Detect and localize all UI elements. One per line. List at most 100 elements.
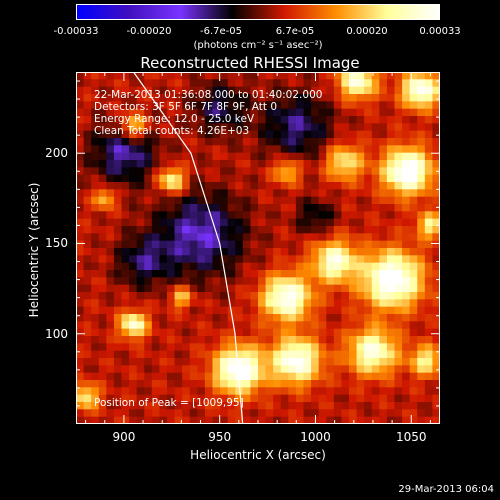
heatmap-cell [394,409,403,418]
heatmap-cell [235,226,244,234]
heatmap-cell [144,160,153,168]
heatmap-cell [98,145,107,154]
heatmap-cell [151,416,161,424]
heatmap-cell [121,79,130,88]
heatmap-cell [280,86,289,95]
heatmap-cell [402,101,411,110]
heatmap-cell [113,394,123,403]
heatmap-cell [98,365,107,374]
heatmap-cell [235,86,244,95]
heatmap-cell [136,196,145,205]
heatmap-cell [409,321,418,330]
heatmap-cell [341,328,350,337]
heatmap-cell [182,72,191,80]
heatmap-cell [129,152,138,161]
heatmap-cell [151,336,161,344]
heatmap-cell [136,226,145,234]
heatmap-cell [349,409,358,418]
heatmap-cell [326,233,335,242]
heatmap-cell [189,255,198,264]
heatmap-cell [417,79,426,88]
heatmap-cell [311,174,320,183]
heatmap-cell [167,79,176,88]
heatmap-cell [212,314,221,322]
heatmap-cell [371,277,380,286]
heatmap-cell [432,350,440,359]
heatmap-cell [364,240,373,249]
heatmap-cell [129,358,138,366]
heatmap-cell [318,402,327,410]
heatmap-cell [364,365,373,374]
heatmap-cell [220,365,229,374]
heatmap-cell [235,79,244,88]
heatmap-cell [121,372,130,381]
heatmap-cell [265,211,274,220]
heatmap-cell [151,248,161,256]
heatmap-cell [121,358,130,366]
heatmap-cell [409,94,418,102]
heatmap-cell [341,394,350,403]
heatmap-cell [432,101,440,110]
heatmap-cell [98,394,107,403]
heatmap-cell [250,328,259,337]
heatmap-cell [113,277,123,286]
heatmap-cell [159,270,168,278]
heatmap-cell [182,108,191,117]
heatmap-cell [265,262,274,271]
heatmap-cell [204,387,214,396]
heatmap-cell [409,123,418,132]
heatmap-cell [349,365,358,374]
heatmap-cell [242,314,252,322]
heatmap-cell [174,306,183,315]
heatmap-cell [417,358,426,366]
heatmap-cell [288,321,297,330]
heatmap-cell [83,314,92,322]
heatmap-cell [295,123,305,132]
heatmap-cell [273,248,282,256]
heatmap-cell [136,270,145,278]
heatmap-cell [189,138,198,146]
heatmap-cell [227,321,236,330]
heatmap-cell [273,350,282,359]
heatmap-cell [341,409,350,418]
heatmap-cell [83,189,92,198]
heatmap-cell [333,211,343,220]
heatmap-cell [83,160,92,168]
heatmap-cell [220,255,229,264]
heatmap-cell [295,218,305,227]
colorbar-tick-label: -0.00020 [126,26,172,37]
heatmap-cell [227,262,236,271]
heatmap-cell [189,233,198,242]
heatmap-cell [295,145,305,154]
heatmap-cell [121,101,130,110]
heatmap-cell [311,130,320,139]
heatmap-cell [417,182,426,190]
heatmap-cell [311,314,320,322]
heatmap-cell [212,336,221,344]
heatmap-cell [144,138,153,146]
heatmap-cell [197,350,206,359]
heatmap-cell [349,248,358,256]
heatmap-cell [91,402,100,410]
heatmap-cell [106,416,115,424]
heatmap-cell [227,387,236,396]
heatmap-plot [76,72,440,424]
heatmap-cell [167,350,176,359]
heatmap-cell [258,314,267,322]
heatmap-cell [212,226,221,234]
heatmap-cell [167,182,176,190]
heatmap-cell [151,218,161,227]
heatmap-cell [212,160,221,168]
heatmap-cell [432,284,440,293]
heatmap-cell [242,108,252,117]
heatmap-cell [250,240,259,249]
heatmap-cell [235,336,244,344]
heatmap-cell [129,292,138,300]
heatmap-cell [76,402,85,410]
heatmap-cell [159,130,168,139]
heatmap-cell [129,306,138,315]
heatmap-cell [113,328,123,337]
heatmap-cell [121,211,130,220]
heatmap-cell [174,218,183,227]
heatmap-cell [295,299,305,308]
